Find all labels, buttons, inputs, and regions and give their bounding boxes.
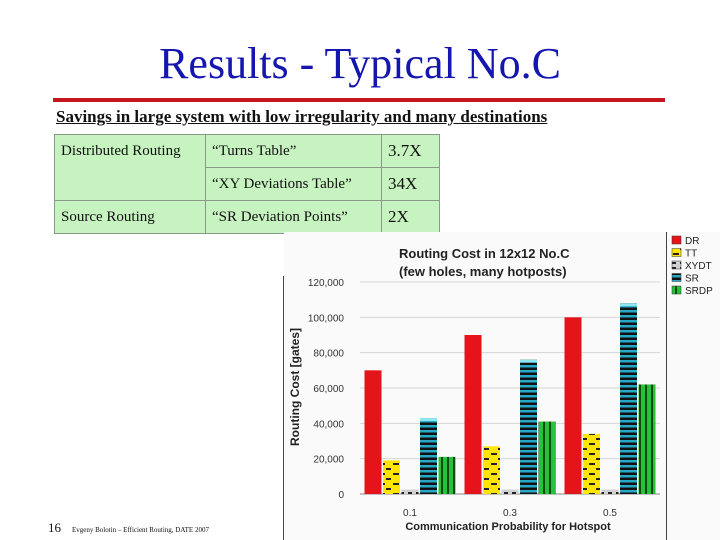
bar-cap [420, 418, 437, 422]
x-tick-label: 0.1 [403, 508, 417, 519]
table-cell-ratio: 34X [381, 167, 440, 201]
legend-label-xydt: XYDT [685, 261, 712, 272]
y-axis-label: Routing Cost [gates] [288, 328, 302, 446]
bar-srdp-0-3 [538, 421, 556, 494]
bar-sr-0-5 [620, 303, 637, 494]
chart-border-left [283, 276, 284, 540]
table-row: Distributed Routing “Turns Table” 3.7X [54, 134, 440, 168]
table-cell-ratio: 2X [381, 200, 440, 234]
y-tick-label: 80,000 [313, 349, 344, 360]
bar-xydt-0-1 [401, 489, 419, 494]
savings-table: Distributed Routing “Turns Table” 3.7X “… [54, 134, 440, 234]
slide-title: Results - Typical No.C [159, 39, 561, 88]
bar-sr-0-1 [420, 418, 437, 494]
y-tick-label: 100,000 [308, 313, 345, 324]
bar-dr-0-1 [364, 370, 382, 494]
bar-dr-0-3 [464, 335, 482, 494]
legend-label-srdp: SRDP [685, 286, 713, 297]
legend-label-dr: DR [685, 236, 699, 247]
table-cell-method: Distributed Routing [54, 134, 206, 168]
chart-border-right [666, 232, 667, 540]
table-cell-technique: “Turns Table” [205, 134, 382, 168]
x-axis-label: Communication Probability for Hotspot [405, 521, 611, 533]
table-cell-method: Source Routing [54, 200, 206, 234]
chart-title: Routing Cost in 12x12 No.C [399, 246, 570, 261]
legend-swatch-tt [671, 248, 682, 257]
bar-sr-0-3 [520, 359, 537, 494]
bar-cap [620, 303, 637, 307]
y-tick-label: 60,000 [313, 384, 344, 395]
bar-dr-0-5 [564, 317, 582, 494]
legend-label-sr: SR [685, 274, 699, 285]
bar-tt-0-5 [583, 433, 600, 494]
footer-citation: Evgeny Bolotin – Efficient Routing, DATE… [72, 526, 209, 534]
slide-subtitle: Savings in large system with low irregul… [56, 107, 548, 126]
x-tick-label: 0.3 [503, 508, 517, 519]
table-row: Source Routing “SR Deviation Points” 2X [54, 200, 440, 234]
bar-cap [520, 359, 537, 363]
page-number: 16 [48, 520, 61, 535]
bar-xydt-0-5 [601, 489, 619, 494]
bar-srdp-0-5 [638, 384, 656, 494]
legend-swatch-srdp [671, 285, 682, 295]
bar-srdp-0-1 [438, 456, 456, 494]
title-divider [53, 98, 665, 102]
bar-tt-0-3 [483, 446, 500, 494]
y-tick-label: 120,000 [308, 278, 345, 289]
y-tick-label: 40,000 [313, 419, 344, 430]
bar-xydt-0-3 [501, 489, 519, 494]
x-tick-label: 0.5 [603, 508, 617, 519]
legend-swatch-sr [671, 273, 682, 282]
y-tick-label: 20,000 [313, 455, 344, 466]
chart-subtitle: (few holes, many hotposts) [399, 264, 567, 279]
legend-label-tt: TT [685, 249, 697, 260]
table-cell-technique: “SR Deviation Points” [205, 200, 382, 234]
y-tick-label: 0 [338, 490, 344, 501]
legend-swatch-dr [671, 235, 682, 245]
legend-swatch-xydt [671, 260, 682, 270]
bar-tt-0-1 [383, 460, 400, 494]
table-cell-ratio: 3.7X [381, 134, 440, 168]
